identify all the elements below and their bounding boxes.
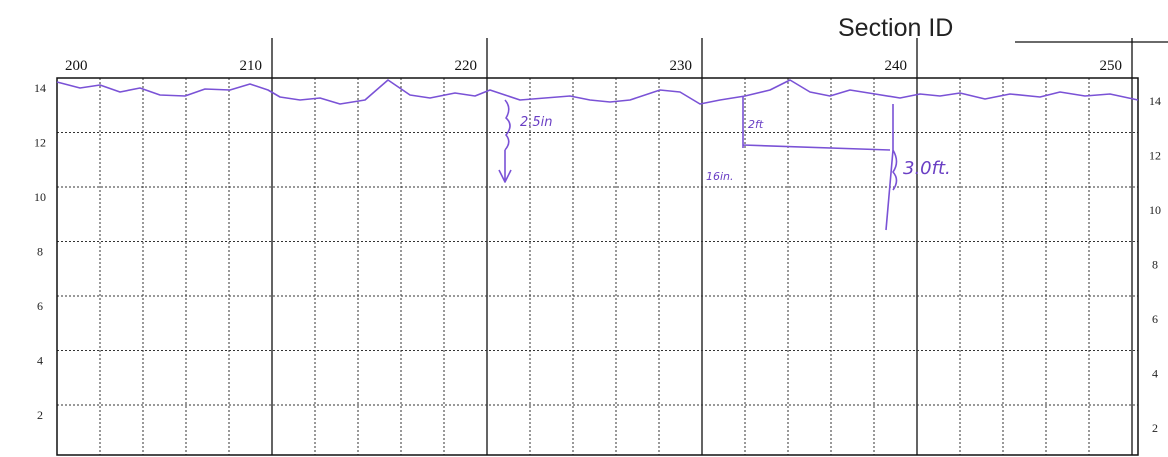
- left-label: 4: [37, 354, 43, 368]
- annotation: 16in.: [706, 170, 734, 183]
- right-label: 2: [1152, 421, 1158, 435]
- left-label: 14: [34, 81, 46, 95]
- annotation: 2.5in: [520, 115, 553, 130]
- right-label: 8: [1152, 258, 1158, 272]
- grid-border: [56, 77, 1139, 456]
- left-label: 10: [34, 190, 46, 204]
- right-label: 14: [1149, 94, 1161, 108]
- top-label: 200: [65, 58, 88, 74]
- profile-line: [56, 79, 1139, 105]
- grid: [57, 38, 1138, 455]
- measure-lines: [742, 96, 898, 231]
- top-label: 240: [885, 58, 908, 74]
- top-label: 230: [670, 58, 693, 74]
- annotation: 2ft: [748, 118, 764, 131]
- top-label: 250: [1100, 58, 1123, 74]
- left-label: 12: [34, 136, 46, 150]
- left-label: 2: [37, 408, 43, 422]
- right-label: 4: [1152, 367, 1158, 381]
- right-label: 10: [1149, 203, 1161, 217]
- section-id-label: Section ID: [838, 14, 953, 42]
- depth-brace: [498, 99, 512, 183]
- right-label: 12: [1149, 149, 1161, 163]
- left-label: 6: [37, 299, 43, 313]
- left-label: 8: [37, 245, 43, 259]
- top-label: 210: [240, 58, 263, 74]
- right-label: 6: [1152, 312, 1158, 326]
- annotation: 3.0ft.: [903, 158, 951, 179]
- top-label: 220: [455, 58, 478, 74]
